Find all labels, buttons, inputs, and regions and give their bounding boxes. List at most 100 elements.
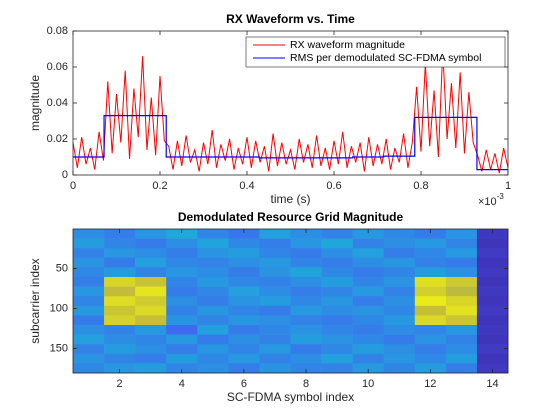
heatmap-cell [383,315,416,326]
heatmap-cell [383,238,416,249]
heatmap-cell [259,315,291,326]
heatmap-cell [476,248,509,259]
heatmap-cell [166,344,198,355]
heatmap-cell [321,363,353,374]
heatmap-cell [321,248,353,259]
x-tick-label: 14 [486,378,498,390]
x-tick-label: 4 [179,378,185,390]
heatmap-cell [166,353,198,364]
heatmap-cell [321,353,353,364]
heatmap-cell [352,334,385,345]
heatmap-cell [135,353,167,364]
heatmap-cell [352,248,385,259]
heatmap-cell [476,305,509,316]
y-axis-label: magnitude [28,75,42,131]
heatmap-cell [352,257,385,268]
heatmap-cell [166,315,198,326]
heatmap-cell [383,353,416,364]
heatmap-cell [135,277,167,287]
heatmap-cell [414,334,447,345]
legend-box [245,36,506,68]
axes-box [72,228,509,374]
heatmap-cell [166,257,198,268]
x-multiplier-exponent: -3 [497,192,505,201]
heatmap-cell [414,277,447,287]
heatmap-cell [135,248,167,259]
chart-title: Demodulated Resource Grid Magnitude [178,210,404,224]
heatmap-cell [290,325,322,335]
heatmap-cell [290,305,322,316]
x-tick-label: 6 [241,378,247,390]
heatmap-cell [476,353,509,364]
heatmap-cell [414,286,447,297]
heatmap-cell [166,286,198,297]
heatmap-cell [476,229,509,239]
heatmap-cell [383,344,416,355]
heatmap-cell [228,238,260,249]
heatmap-cell [228,363,260,374]
heatmap-cell [104,305,136,316]
x-tick-label: 2 [117,378,123,390]
heatmap-cell [259,257,291,268]
heatmap-cell [73,344,105,355]
heatmap-cell [383,286,416,297]
heatmap-cell [73,286,105,297]
heatmap-cell [197,325,229,335]
heatmap-cell [73,267,105,278]
heatmap-cell [290,344,322,355]
heatmap-cell [197,286,229,297]
legend-label: RMS per demodulated SC-FDMA symbol [290,52,481,64]
heatmap-cell [259,296,291,307]
heatmap-cell [321,277,353,287]
x-axis-label: time (s) [271,192,311,206]
heatmap-cell [321,315,353,326]
heatmap-cell [290,353,322,364]
heatmap-cell [321,257,353,268]
heatmap-cell [197,315,229,326]
heatmap-cell [197,296,229,307]
heatmap-cell [166,277,198,287]
heatmap-cell [414,305,447,316]
heatmap-cell [73,238,105,249]
heatmap-cell [321,238,353,249]
heatmap-cell [73,305,105,316]
heatmap-cell [228,257,260,268]
heatmap-cell [228,248,260,259]
heatmap-cell [228,325,260,335]
heatmap-cell [197,344,229,355]
series-line [73,50,508,174]
heatmap-cell [383,229,416,239]
heatmap-cell [321,229,353,239]
heatmap-cell [445,229,478,239]
x-tick-label: 12 [424,378,436,390]
heatmap-cell [414,325,447,335]
heatmap-cell [321,286,353,297]
heatmap-cell [135,229,167,239]
heatmap-cell [166,363,198,374]
heatmap-cell [414,353,447,364]
heatmap-cell [197,248,229,259]
heatmap-cell [135,344,167,355]
heatmap-cell [259,277,291,287]
heatmap-cell [259,325,291,335]
heatmap-cell [104,286,136,297]
heatmap-cell [476,315,509,326]
heatmap-cell [383,334,416,345]
heatmap-cell [352,325,385,335]
heatmap-cell [73,363,105,374]
heatmap-cell [259,248,291,259]
x-tick-label: 0.2 [152,180,167,192]
heatmap-cell [290,229,322,239]
heatmap-cell [197,238,229,249]
heatmap-cell [414,238,447,249]
x-tick-label: 1 [505,180,511,192]
y-tick-label: 0.02 [47,133,68,145]
heatmap-cell [135,315,167,326]
heatmap-cell [445,344,478,355]
heatmap-cell [166,305,198,316]
heatmap-cell [259,286,291,297]
heatmap-cell [228,267,260,278]
heatmap-cell [104,257,136,268]
heatmap-cell [445,248,478,259]
